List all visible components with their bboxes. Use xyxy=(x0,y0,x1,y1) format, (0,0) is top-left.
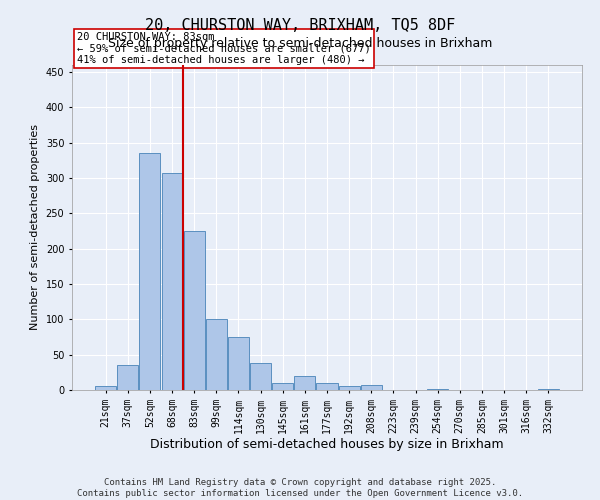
Text: 20 CHURSTON WAY: 83sqm
← 59% of semi-detached houses are smaller (677)
41% of se: 20 CHURSTON WAY: 83sqm ← 59% of semi-det… xyxy=(77,32,371,65)
Text: 20, CHURSTON WAY, BRIXHAM, TQ5 8DF: 20, CHURSTON WAY, BRIXHAM, TQ5 8DF xyxy=(145,18,455,32)
Bar xyxy=(427,388,448,390)
Bar xyxy=(272,383,293,390)
Bar xyxy=(139,154,160,390)
Bar xyxy=(250,363,271,390)
Text: Contains HM Land Registry data © Crown copyright and database right 2025.
Contai: Contains HM Land Registry data © Crown c… xyxy=(77,478,523,498)
Y-axis label: Number of semi-detached properties: Number of semi-detached properties xyxy=(30,124,40,330)
Bar xyxy=(161,173,182,390)
Bar xyxy=(206,320,227,390)
Bar xyxy=(338,386,359,390)
Bar xyxy=(184,231,205,390)
Bar xyxy=(228,337,249,390)
Text: Size of property relative to semi-detached houses in Brixham: Size of property relative to semi-detach… xyxy=(108,38,492,51)
Bar xyxy=(361,385,382,390)
Bar xyxy=(295,376,316,390)
Bar xyxy=(316,383,338,390)
Bar xyxy=(118,366,139,390)
Bar xyxy=(95,386,116,390)
X-axis label: Distribution of semi-detached houses by size in Brixham: Distribution of semi-detached houses by … xyxy=(150,438,504,452)
